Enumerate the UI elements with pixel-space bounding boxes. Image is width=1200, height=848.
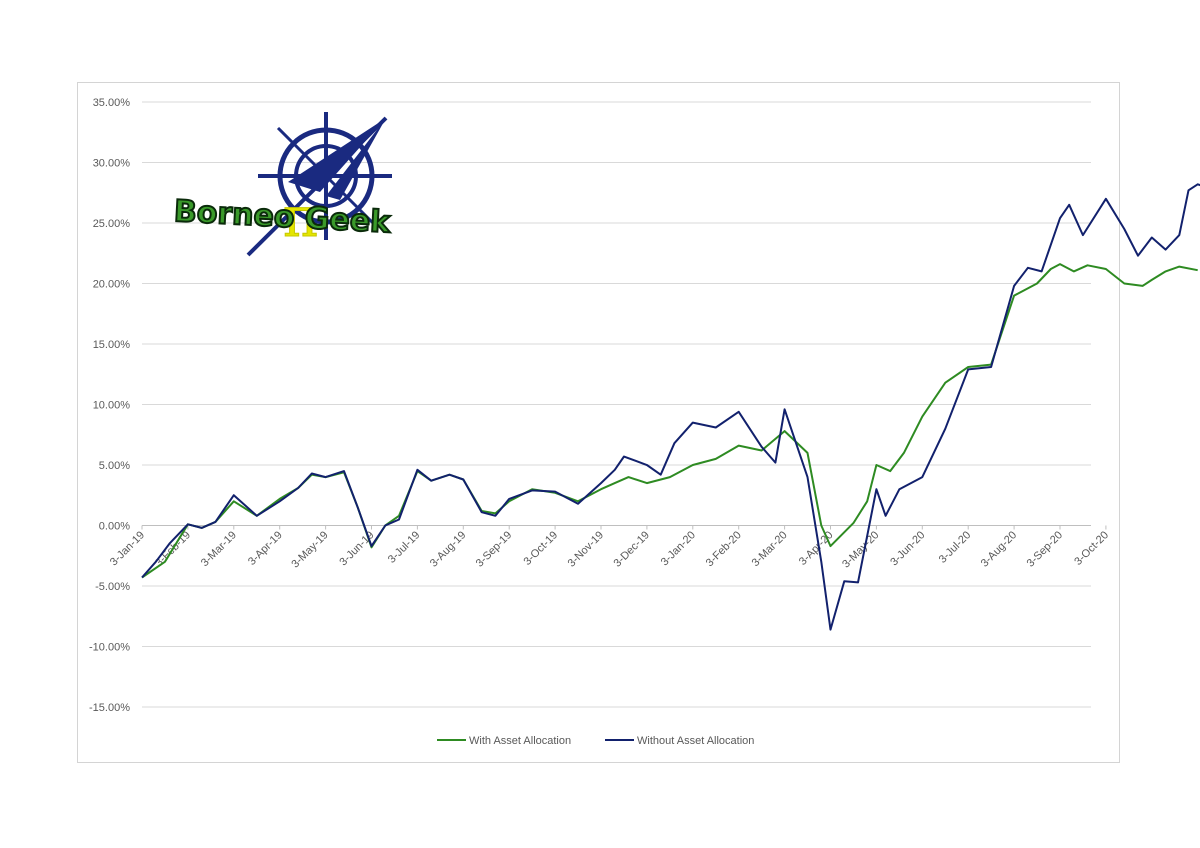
legend-label-with: With Asset Allocation [469,735,571,747]
y-tick-label: 25.00% [93,218,131,230]
x-tick-label: 3-Oct-20 [1072,529,1111,568]
x-tick-label: 3-Jul-20 [937,529,974,566]
series-lines [141,183,1200,631]
x-tick-label: 3-Aug-20 [979,529,1019,569]
y-tick-label: 10.00% [93,400,131,412]
x-axis-ticks: 3-Jan-19 3-Feb-19 3-Mar-19 3-Apr-19 3-May-19… [108,525,1111,570]
series-line-with-asset-allocation [141,263,1198,579]
x-tick-label: 3-Jan-19 [108,529,147,568]
legend-label-without: Without Asset Allocation [637,735,754,747]
x-tick-label: 3-Jul-19 [386,529,423,566]
borneo-geek-logo: π Borneo Geek [172,112,393,257]
y-tick-label: 35.00% [93,97,131,109]
logo-text: Borneo Geek [173,194,392,240]
svg-text:π: π [283,186,319,249]
series-line-without-asset-allocation [141,183,1200,631]
x-tick-label: 3-Sep-20 [1025,529,1065,569]
x-tick-label: 3-Nov-19 [566,529,606,569]
compass-pi-icon: π [246,112,392,257]
x-tick-label: 3-Dec-19 [612,529,652,569]
x-tick-label: 3-Oct-19 [521,529,560,568]
legend: With Asset Allocation Without Asset Allo… [437,735,754,747]
x-tick-label: 3-Jun-20 [888,529,927,568]
x-tick-label: 3-Jun-19 [337,529,376,568]
y-tick-label: 0.00% [99,521,130,533]
y-tick-label: 5.00% [99,460,130,472]
y-axis-ticks: 35.00% 30.00% 25.00% 20.00% 15.00% 10.00% 5.00… [89,97,130,714]
y-tick-label: 15.00% [93,339,131,351]
chart-frame [77,82,1120,763]
x-tick-label: 3-Mar-19 [199,529,239,569]
x-tick-label: 3-Sep-19 [474,529,514,569]
x-tick-label: 3-Aug-19 [428,529,468,569]
y-tick-label: 20.00% [93,279,131,291]
x-tick-label: 3-May-19 [289,529,330,570]
y-tick-label: 30.00% [93,158,131,170]
x-tick-label: 3-Mar-20 [750,529,790,569]
y-tick-label: -10.00% [89,642,130,654]
x-tick-label: 3-Jan-20 [659,529,698,568]
x-tick-label: 3-Apr-19 [246,529,285,568]
x-tick-label: 3-Feb-20 [704,529,744,569]
y-tick-label: -5.00% [95,581,130,593]
y-tick-label: -15.00% [89,702,130,714]
